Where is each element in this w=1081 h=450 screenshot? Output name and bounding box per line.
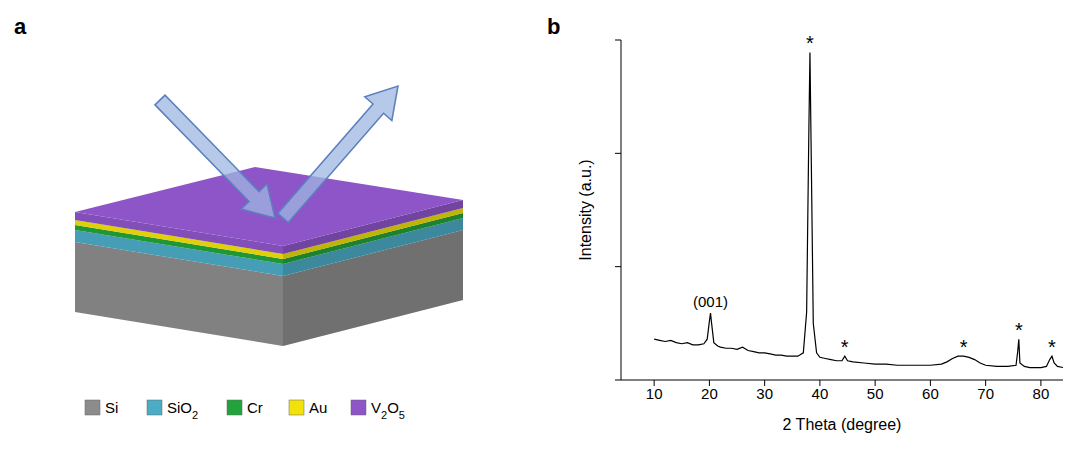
svg-text:*: *: [1048, 336, 1056, 358]
svg-text:b: b: [547, 14, 560, 39]
svg-text:*: *: [960, 336, 968, 358]
svg-text:Si: Si: [105, 399, 118, 416]
svg-text:Intensity (a.u.): Intensity (a.u.): [577, 159, 594, 260]
svg-text:*: *: [1015, 319, 1023, 341]
svg-text:SiO2: SiO2: [167, 399, 198, 421]
svg-text:2 Theta (degree): 2 Theta (degree): [783, 416, 902, 433]
svg-text:Cr: Cr: [247, 399, 263, 416]
svg-text:Au: Au: [309, 399, 327, 416]
svg-text:60: 60: [922, 385, 939, 402]
svg-text:20: 20: [701, 385, 718, 402]
svg-text:*: *: [806, 32, 814, 54]
svg-text:V2O5: V2O5: [371, 399, 405, 421]
svg-text:a: a: [14, 14, 27, 39]
svg-text:70: 70: [977, 385, 994, 402]
svg-text:50: 50: [867, 385, 884, 402]
svg-text:80: 80: [1033, 385, 1050, 402]
svg-text:30: 30: [756, 385, 773, 402]
svg-text:40: 40: [812, 385, 829, 402]
svg-text:*: *: [841, 336, 849, 358]
svg-text:(001): (001): [693, 293, 728, 310]
svg-text:10: 10: [646, 385, 663, 402]
